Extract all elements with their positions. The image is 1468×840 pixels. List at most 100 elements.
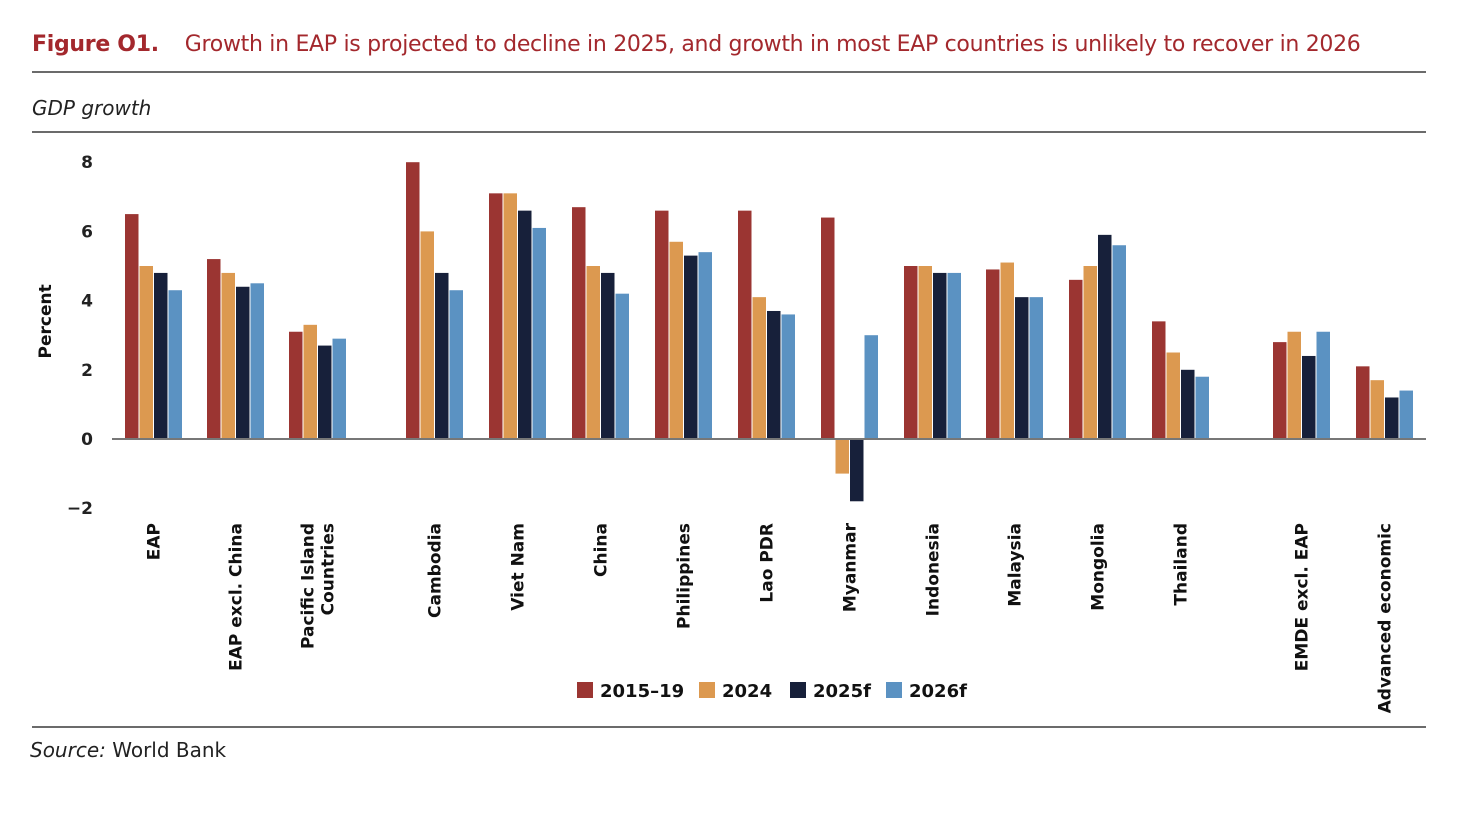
- legend-item: 2026f: [886, 681, 967, 702]
- legend-label: 2026f: [909, 681, 967, 702]
- bar: [767, 310, 781, 439]
- bar: [1152, 321, 1166, 439]
- bar-chart: −2 0 2 4 6 8 Percent EAP EAP excl. China Pacifi…: [36, 153, 1426, 713]
- bar: [933, 272, 947, 439]
- bar: [698, 252, 712, 439]
- category-label: Philippines: [675, 523, 695, 629]
- legend-swatch: [886, 682, 902, 698]
- source-note: Source: World Bank: [30, 738, 226, 762]
- category-label: Pacific Island: [299, 523, 319, 649]
- legend-label: 2015–19: [600, 681, 684, 702]
- bar: [139, 266, 153, 439]
- bar: [864, 335, 878, 439]
- bar: [435, 272, 449, 439]
- bar: [318, 345, 332, 439]
- bar-group: [1356, 366, 1413, 439]
- bar: [406, 162, 420, 439]
- bar: [1287, 331, 1301, 439]
- source-rule: [32, 726, 1426, 728]
- bar: [615, 293, 629, 439]
- bar: [221, 272, 235, 439]
- legend-swatch: [577, 682, 593, 698]
- bar: [489, 193, 503, 439]
- bar: [1098, 234, 1112, 439]
- y-tick-label: 4: [81, 292, 93, 312]
- title-rule: [32, 71, 1426, 73]
- bar: [601, 272, 615, 439]
- bar: [1166, 352, 1180, 439]
- y-tick-label: 0: [81, 430, 93, 450]
- bar: [655, 210, 669, 439]
- y-axis: −2 0 2 4 6 8: [67, 153, 93, 519]
- bar: [586, 266, 600, 439]
- bar: [207, 259, 221, 439]
- legend-label: 2024: [722, 681, 772, 702]
- category-label: Myanmar: [841, 522, 861, 612]
- bar: [904, 266, 918, 439]
- legend-item: 2015–19: [577, 681, 684, 702]
- bar: [850, 439, 864, 502]
- category-label: Mongolia: [1089, 523, 1109, 611]
- bar: [1029, 297, 1043, 439]
- bar: [289, 331, 303, 439]
- bar: [738, 210, 752, 439]
- bar: [1370, 380, 1384, 439]
- bar: [449, 290, 463, 439]
- bar: [835, 439, 849, 474]
- bar: [1302, 355, 1316, 439]
- bar: [918, 266, 932, 439]
- y-tick-label: −2: [67, 499, 93, 519]
- category-label: EAP: [145, 523, 165, 560]
- bar: [303, 324, 317, 439]
- bar-group: [904, 266, 961, 439]
- bars: [125, 162, 1413, 502]
- legend-swatch: [699, 682, 715, 698]
- bar: [250, 283, 264, 439]
- category-label: Thailand: [1172, 523, 1192, 606]
- bar: [1195, 376, 1209, 439]
- legend-item: 2025f: [790, 681, 871, 702]
- bar: [125, 214, 139, 439]
- category-label: Indonesia: [924, 523, 944, 616]
- bar: [669, 241, 683, 439]
- bar: [154, 272, 168, 439]
- bar: [572, 207, 586, 439]
- bar-group: [1152, 321, 1209, 439]
- bar: [518, 210, 532, 439]
- bar: [532, 227, 546, 439]
- bar: [1112, 245, 1126, 439]
- bar: [503, 193, 517, 439]
- category-label: Cambodia: [426, 523, 446, 618]
- subtitle-rule: [32, 131, 1426, 133]
- y-tick-label: 6: [81, 222, 93, 242]
- y-axis-title: Percent: [36, 284, 56, 358]
- category-label: Countries: [319, 523, 339, 615]
- bar-group: [1069, 234, 1126, 439]
- bar: [236, 286, 250, 439]
- category-label: China: [592, 523, 612, 577]
- figure-title: Figure O1. Growth in EAP is projected to …: [32, 32, 1361, 57]
- bar-group: [125, 214, 182, 439]
- bar: [1083, 266, 1097, 439]
- bar-group: [289, 324, 346, 439]
- category-label: Advanced economic: [1376, 523, 1396, 713]
- bar-group: [489, 193, 546, 439]
- bar-group: [655, 210, 712, 439]
- bar: [1273, 342, 1287, 439]
- bar: [1000, 262, 1014, 439]
- bar: [1015, 297, 1029, 439]
- bar-group: [207, 259, 264, 439]
- bar-group: [1273, 331, 1330, 439]
- source-text: World Bank: [112, 738, 227, 762]
- bar: [1399, 390, 1413, 439]
- legend-item: 2024: [699, 681, 772, 702]
- bar: [1181, 369, 1195, 439]
- bar-group: [572, 207, 629, 439]
- category-label: EMDE excl. EAP: [1293, 523, 1313, 671]
- bar: [1316, 331, 1330, 439]
- y-tick-label: 2: [81, 361, 93, 381]
- bar: [821, 217, 835, 439]
- legend-label: 2025f: [813, 681, 871, 702]
- bar-group: [986, 262, 1043, 439]
- bar: [332, 338, 346, 439]
